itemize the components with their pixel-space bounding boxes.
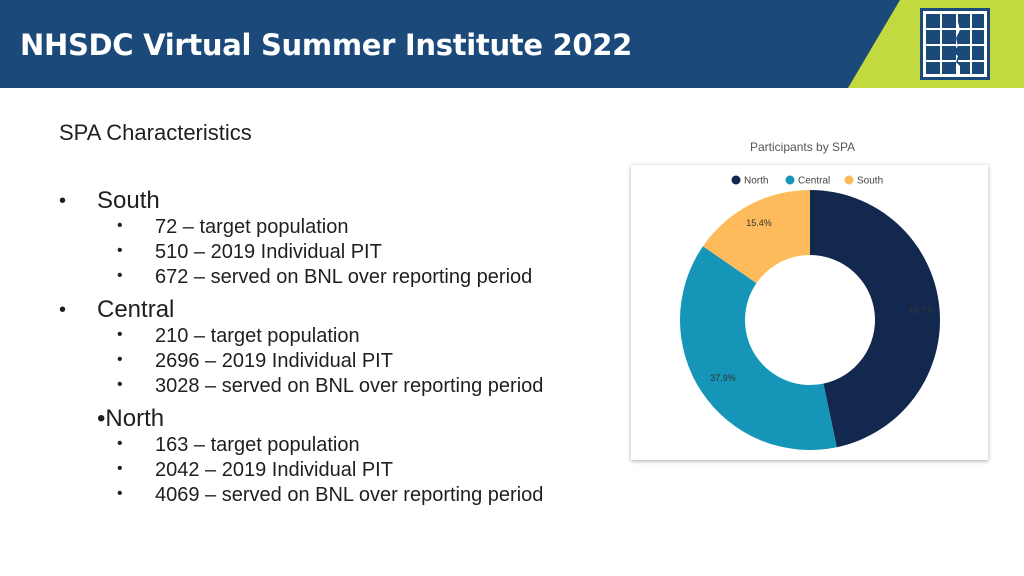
slice-label-north: 46.7% <box>908 305 934 315</box>
legend-marker-central <box>785 175 795 185</box>
legend-label-south: South <box>857 176 883 187</box>
group-south-heading: South <box>97 187 160 214</box>
slice-label-south: 15.4% <box>746 218 772 228</box>
sub-bullet: • <box>117 242 123 259</box>
bullet-central: • <box>59 299 67 321</box>
sub-bullet: • <box>117 267 123 284</box>
group-north-heading: •North <box>97 405 165 432</box>
bullet-south: • <box>59 190 67 212</box>
central-pit: 2696 – 2019 Individual PIT <box>155 350 393 372</box>
south-pit: 510 – 2019 Individual PIT <box>155 241 382 263</box>
bullet-north: • <box>97 405 106 432</box>
slice-label-central: 37.9% <box>710 373 736 383</box>
central-target-population: 210 – target population <box>155 325 360 347</box>
north-pit: 2042 – 2019 Individual PIT <box>155 459 393 481</box>
north-served-bnl: 4069 – served on BNL over reporting peri… <box>155 484 544 506</box>
donut-chart: 46.7% 37.9% 15.4% North Central South <box>680 175 940 450</box>
sub-bullet: • <box>117 435 123 452</box>
sub-bullet: • <box>117 460 123 477</box>
header-bar: NHSDC Virtual Summer Institute 2022 <box>0 0 1024 88</box>
group-central-heading: Central <box>97 296 175 323</box>
slice-central <box>680 246 837 450</box>
chart-title: Participants by SPA <box>750 140 856 154</box>
south-target-population: 72 – target population <box>155 216 349 238</box>
sub-bullet: • <box>117 485 123 502</box>
chart-panel: 46.7% 37.9% 15.4% North Central South <box>631 165 988 460</box>
presentation-title: NHSDC Virtual Summer Institute 2022 <box>20 28 633 62</box>
sub-bullet: • <box>117 326 123 343</box>
slice-north <box>810 190 940 448</box>
legend-marker-south <box>844 175 854 185</box>
south-served-bnl: 672 – served on BNL over reporting perio… <box>155 266 533 288</box>
legend-label-central: Central <box>798 176 830 187</box>
legend-label-north: North <box>744 176 768 187</box>
window-face-logo-icon <box>920 8 990 80</box>
north-target-population: 163 – target population <box>155 434 360 456</box>
sub-bullet: • <box>117 217 123 234</box>
section-title: SPA Characteristics <box>59 120 252 145</box>
sub-bullet: • <box>117 376 123 393</box>
central-served-bnl: 3028 – served on BNL over reporting peri… <box>155 375 544 397</box>
sub-bullet: • <box>117 351 123 368</box>
legend-marker-north <box>731 175 741 185</box>
slice-south <box>702 190 810 284</box>
